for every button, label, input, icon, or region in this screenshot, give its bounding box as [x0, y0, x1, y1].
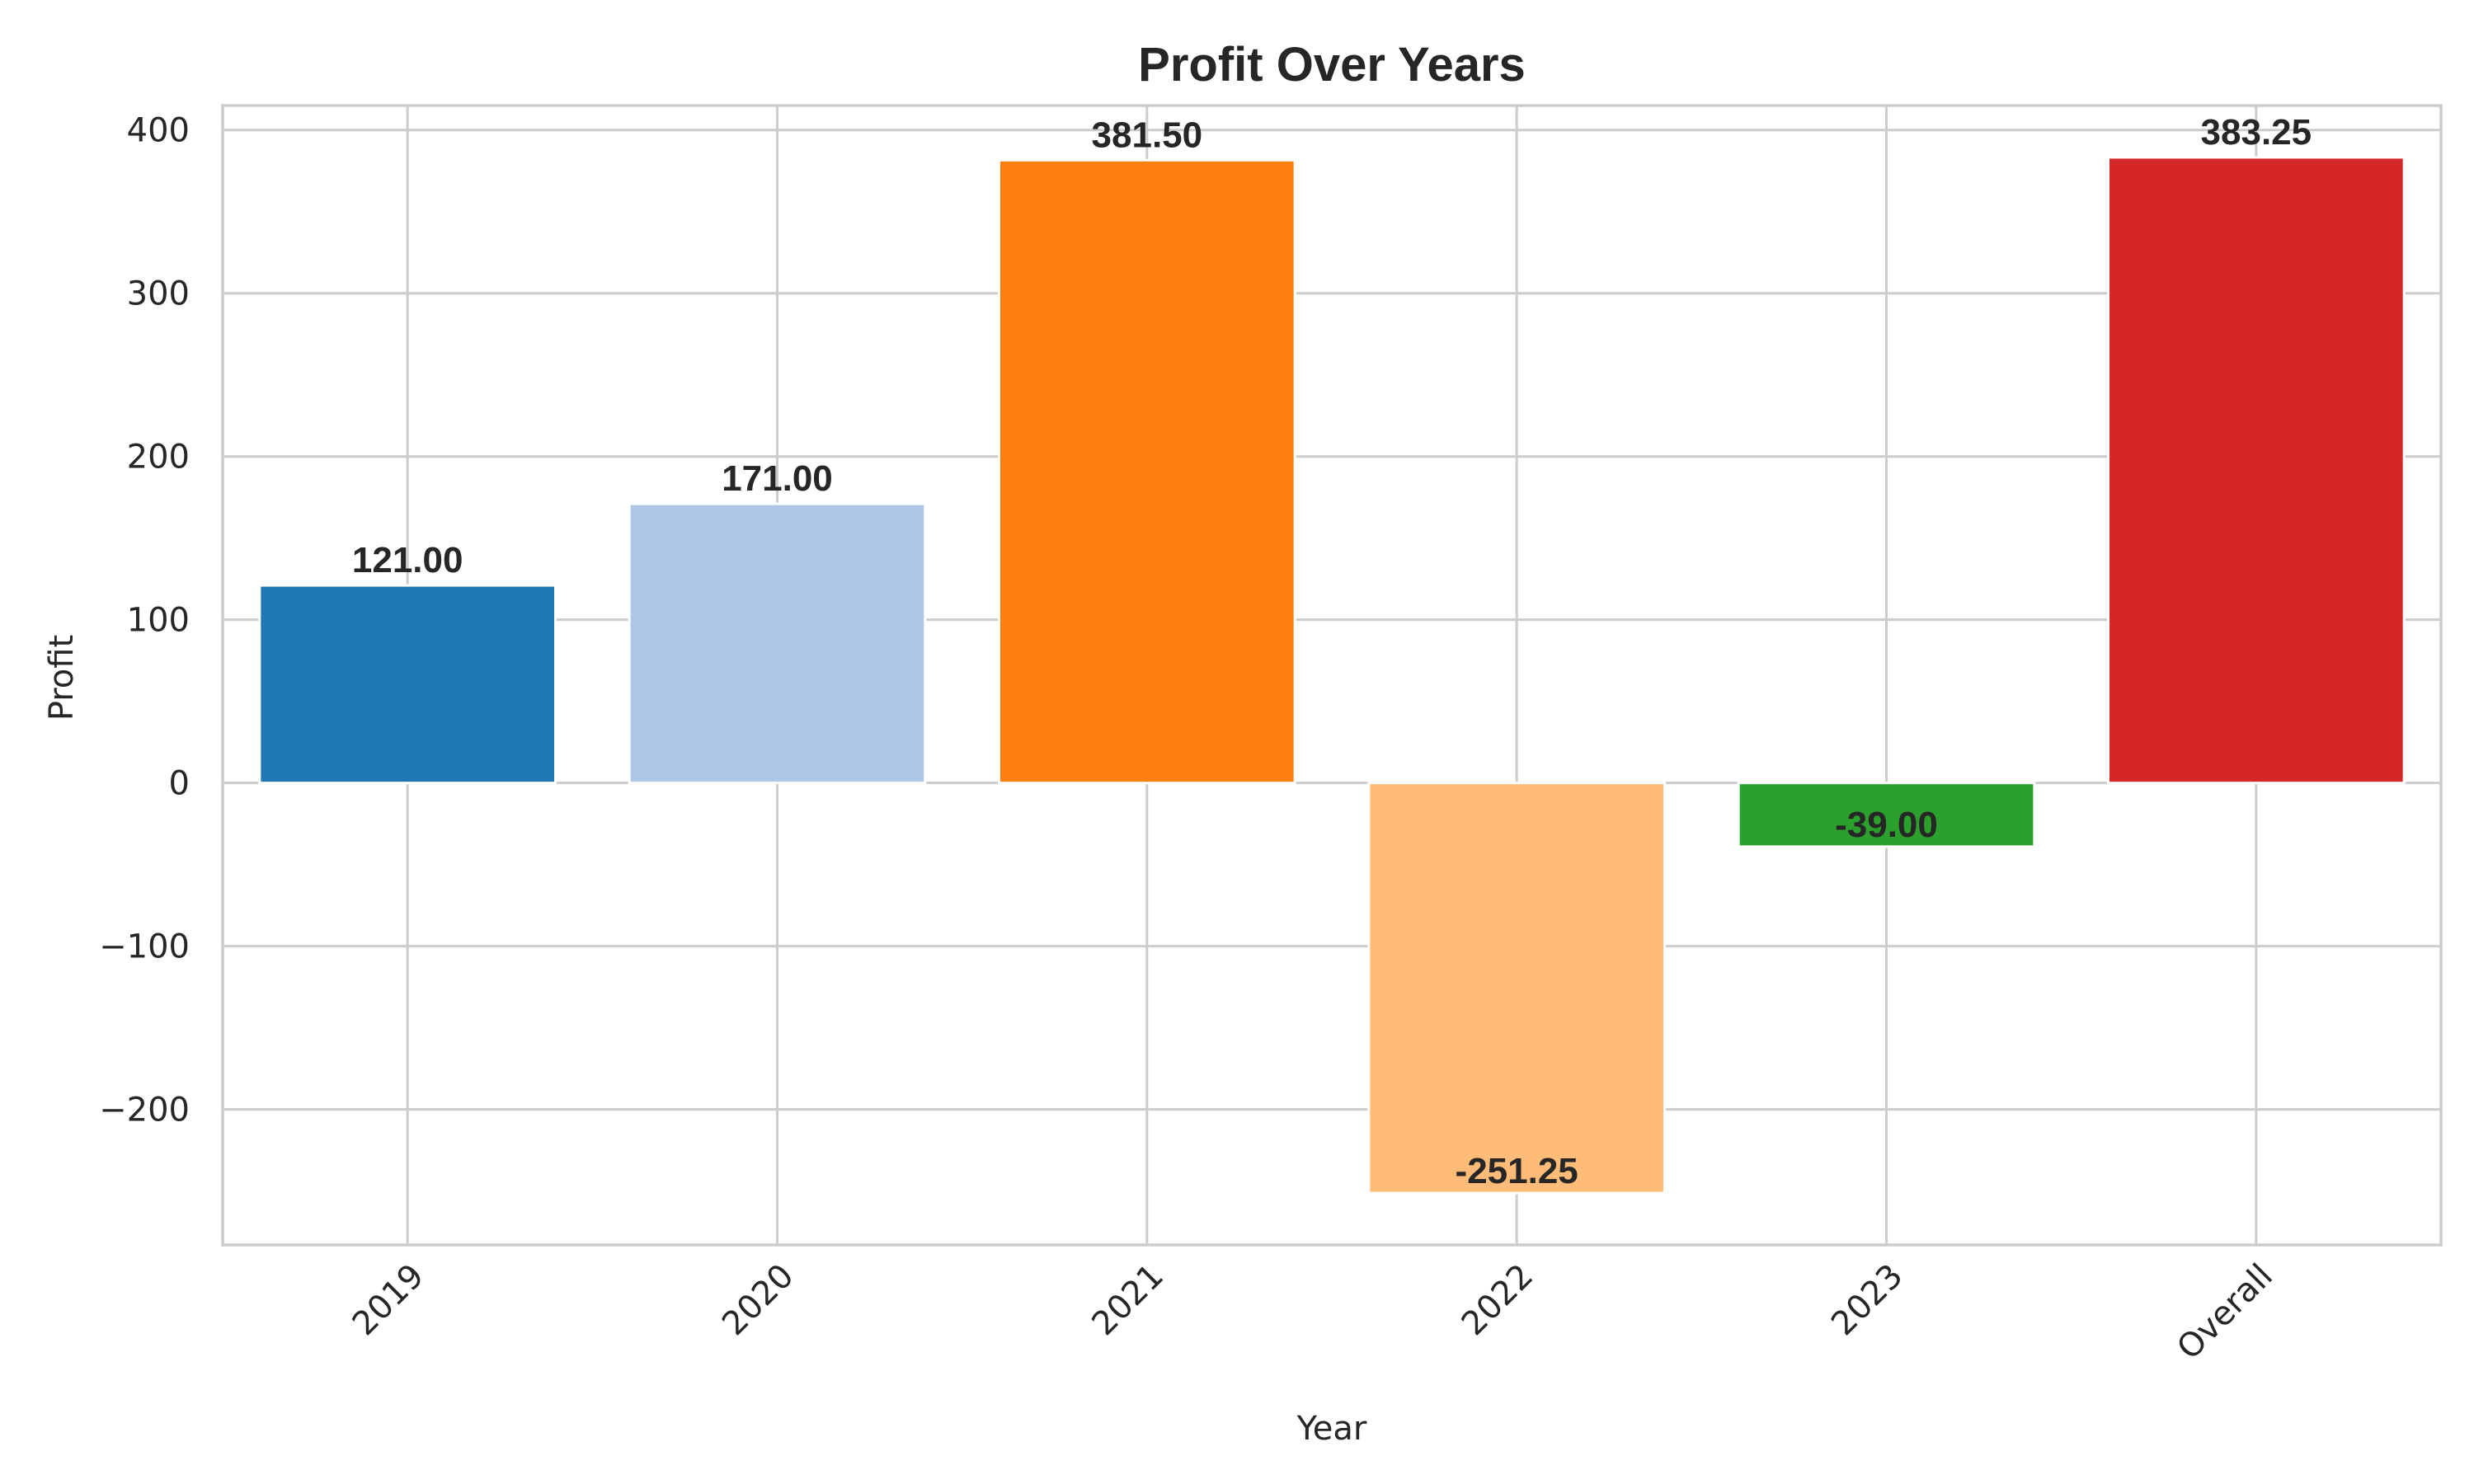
x-tick-label: 2020 — [715, 1257, 802, 1344]
bar-2019 — [258, 584, 557, 785]
bar-value-label: 383.25 — [2201, 112, 2312, 153]
plot-frame — [221, 104, 2443, 1247]
x-tick-label: 2022 — [1455, 1257, 1541, 1344]
bar-value-label: 171.00 — [722, 458, 833, 499]
bar-2021 — [998, 158, 1296, 785]
y-tick-label: 400 — [127, 112, 190, 150]
y-tick-label: −200 — [99, 1092, 190, 1129]
y-tick-label: 0 — [169, 765, 190, 803]
bar-value-label: -251.25 — [1456, 1151, 1578, 1191]
bar-overall — [2107, 156, 2406, 785]
y-tick-label: 300 — [127, 275, 190, 313]
bars — [258, 156, 2406, 1195]
x-tick-labels: 2019 2020 2021 2022 2023 Overall — [346, 1257, 2280, 1368]
x-tick-label: 2023 — [1824, 1257, 1911, 1344]
x-axis-label: Year — [1296, 1410, 1367, 1448]
bar-2022 — [1367, 782, 1667, 1195]
bar-value-label: -39.00 — [1835, 805, 1938, 845]
x-tick-label: Overall — [2170, 1257, 2280, 1368]
y-tick-label: 100 — [127, 602, 190, 640]
bar-2020 — [628, 502, 927, 785]
bar-2023 — [1737, 782, 2036, 848]
bar-value-labels: 121.00 171.00 381.50 -251.25 -39.00 383.25 — [352, 112, 2312, 1191]
y-axis-label: Profit — [43, 635, 81, 721]
y-tick-label: −100 — [99, 928, 190, 966]
bar-value-label: 121.00 — [352, 540, 463, 580]
bar-value-label: 381.50 — [1092, 115, 1203, 155]
chart-title: Profit Over Years — [1138, 38, 1526, 92]
x-tick-label: 2019 — [346, 1257, 432, 1344]
x-tick-label: 2021 — [1084, 1257, 1171, 1344]
y-tick-label: 200 — [127, 439, 190, 477]
y-tick-labels: −200 −100 0 100 200 300 400 — [99, 112, 190, 1129]
